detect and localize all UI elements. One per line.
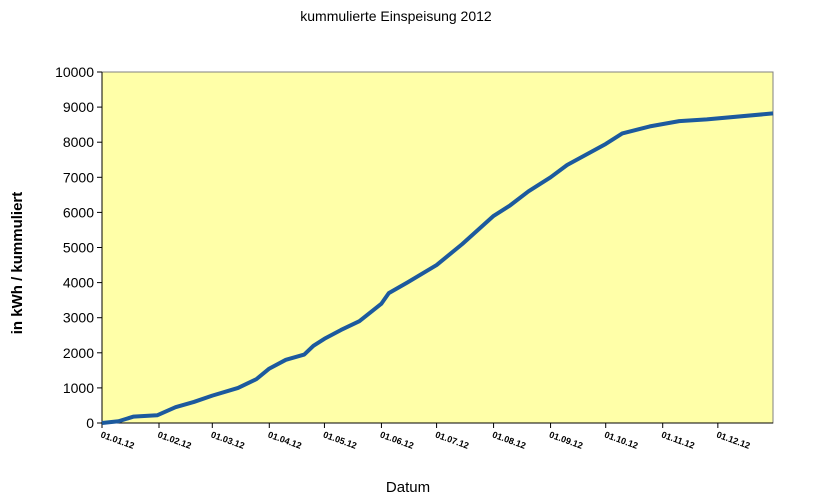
- x-tick-label: 01.03.12: [210, 429, 246, 450]
- y-tick-label: 0: [86, 415, 94, 431]
- x-tick-label: 01.12.12: [715, 429, 751, 450]
- x-tick-label: 01.08.12: [491, 429, 527, 450]
- x-tick-label: 01.11.12: [660, 429, 696, 450]
- x-tick-label: 01.02.12: [156, 429, 192, 450]
- y-tick-label: 6000: [63, 204, 94, 220]
- y-tick-label: 3000: [63, 310, 94, 326]
- x-tick-label: 01.07.12: [434, 429, 470, 450]
- x-tick-label: 01.04.12: [267, 429, 303, 450]
- x-tick-label: 01.01.12: [99, 429, 135, 450]
- line: [101, 111, 774, 425]
- y-tick-label: 5000: [63, 240, 94, 256]
- y-tick-label: 9000: [63, 99, 94, 115]
- y-tick-label: 1000: [63, 380, 94, 396]
- y-tick-label: 4000: [63, 275, 94, 291]
- x-tick-label: 01.06.12: [379, 429, 415, 450]
- y-tick-label: 2000: [63, 345, 94, 361]
- y-tick-label: 10000: [55, 64, 94, 80]
- chart-title: kummulierte Einspeisung 2012: [300, 8, 492, 24]
- x-tick-label: 01.10.12: [603, 429, 639, 450]
- x-tick-label: 01.05.12: [322, 429, 358, 450]
- plot-area: [101, 71, 774, 424]
- y-tick-label: 8000: [63, 134, 94, 150]
- y-tick-label: 7000: [63, 169, 94, 185]
- y-axis-label: in kWh / kummuliert: [9, 192, 26, 335]
- x-tick-label: 01.09.12: [548, 429, 584, 450]
- x-axis-label: Datum: [386, 479, 430, 494]
